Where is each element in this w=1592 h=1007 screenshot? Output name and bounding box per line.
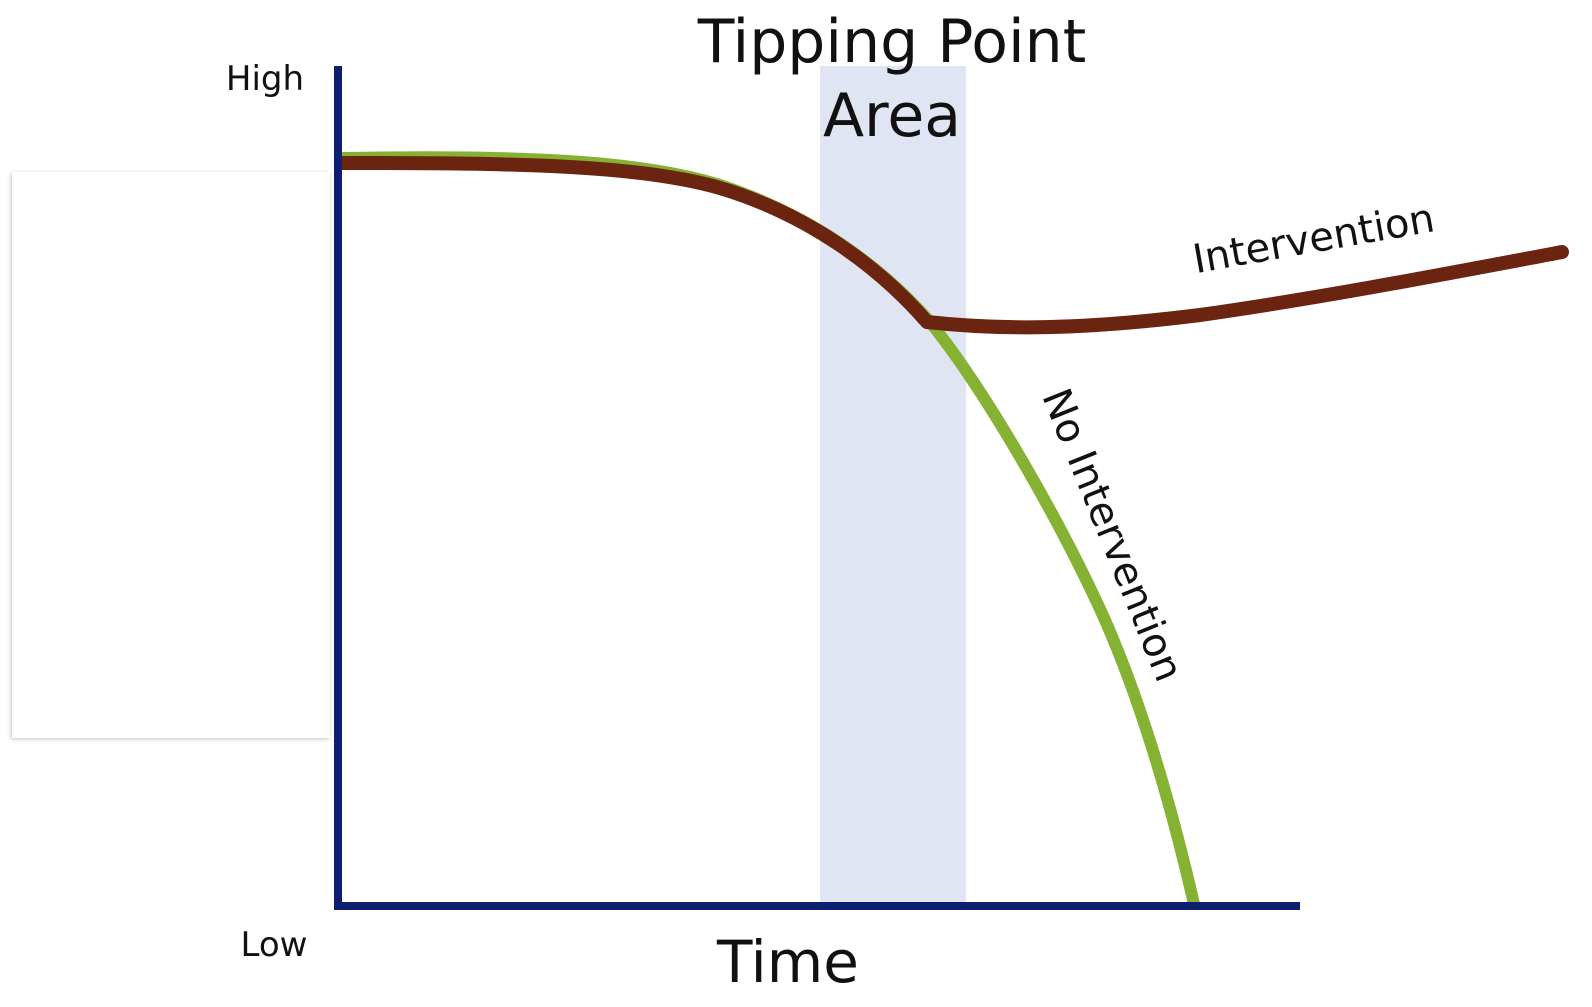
blank-side-panel [12,172,330,738]
intervention-label: Intervention [1190,195,1438,283]
no-intervention-curve [337,151,1200,910]
intervention-curve [336,156,1569,335]
x-axis-label: Time [716,928,859,996]
y-axis-low-label: Low [241,925,308,965]
title-line-2: Area [823,81,961,151]
tipping-point-band [820,66,966,902]
title-line-1: Tipping Point [697,7,1086,77]
y-axis-high-label: High [226,59,304,99]
